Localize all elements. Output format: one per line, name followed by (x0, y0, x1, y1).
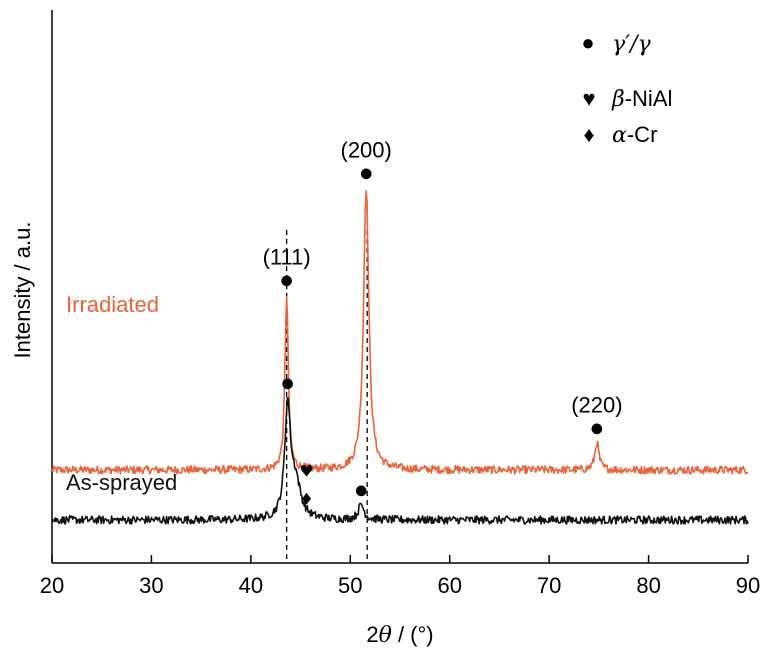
x-axis-label-prefix: 2 (366, 622, 378, 647)
series-label-irradiated: Irradiated (66, 292, 159, 317)
phase-heart-icon: ♥ (299, 461, 313, 480)
x-ticks: 20 30 40 50 60 70 80 90 (40, 555, 760, 598)
legend-entry-gamma: ● γ′/γ (581, 30, 651, 57)
legend-symbol-diamond-icon: ♦ (583, 122, 594, 147)
peak-labels: (111) (200) (220) (263, 137, 623, 417)
phase-markers: ● ● ● ● ♥ ♦ ● (281, 165, 603, 508)
legend-entry-beta: ♥ β-NiAl (582, 86, 672, 112)
x-tick-label: 40 (239, 573, 263, 598)
phase-dot-icon: ● (355, 482, 367, 498)
x-tick-label: 50 (338, 573, 362, 598)
phase-dot-icon: ● (282, 375, 294, 391)
peak-label: (200) (341, 137, 392, 162)
legend-label-alpha-greek: α (612, 123, 627, 148)
series-line-irradiated (51, 190, 749, 475)
legend-label-beta-greek: β (611, 87, 625, 112)
x-tick-label: 70 (537, 573, 561, 598)
legend-label-alpha: α-Cr (612, 122, 657, 148)
legend-label-gamma-greek: γ′/γ (612, 32, 652, 57)
x-axis-label: 2θ / (°) (366, 622, 433, 648)
legend-entry-alpha: ♦ α-Cr (583, 122, 657, 148)
legend-symbol-heart-icon: ♥ (582, 86, 595, 111)
x-tick-label: 90 (736, 573, 760, 598)
peak-label: (220) (571, 392, 622, 417)
x-tick-label: 20 (40, 573, 64, 598)
x-tick-label: 60 (437, 573, 461, 598)
x-axis-label-suffix: / (°) (392, 622, 434, 647)
legend-label-alpha-rest: -Cr (627, 122, 658, 147)
reference-lines (286, 230, 368, 563)
phase-dot-icon: ● (591, 420, 603, 436)
phase-dot-icon: ● (281, 273, 293, 289)
phase-dot-icon: ● (360, 165, 372, 181)
legend-label-beta-rest: -NiAl (625, 86, 673, 111)
series-line-as-sprayed (51, 397, 749, 525)
legend-label-gamma: γ′/γ (612, 32, 652, 57)
legend-symbol-dot-icon: ● (581, 30, 594, 55)
y-axis-label: Intensity / a.u. (10, 222, 35, 359)
series-label-as-sprayed: As-sprayed (66, 470, 177, 495)
x-tick-label: 30 (139, 573, 163, 598)
peak-label: (111) (263, 245, 311, 270)
x-tick-label: 80 (636, 573, 660, 598)
phase-diamond-icon: ♦ (299, 489, 313, 508)
series-group (51, 190, 749, 525)
legend-label-beta: β-NiAl (611, 86, 672, 112)
legend: ● γ′/γ ♥ β-NiAl ♦ α-Cr (581, 30, 672, 148)
x-axis-label-theta: θ (379, 623, 392, 648)
